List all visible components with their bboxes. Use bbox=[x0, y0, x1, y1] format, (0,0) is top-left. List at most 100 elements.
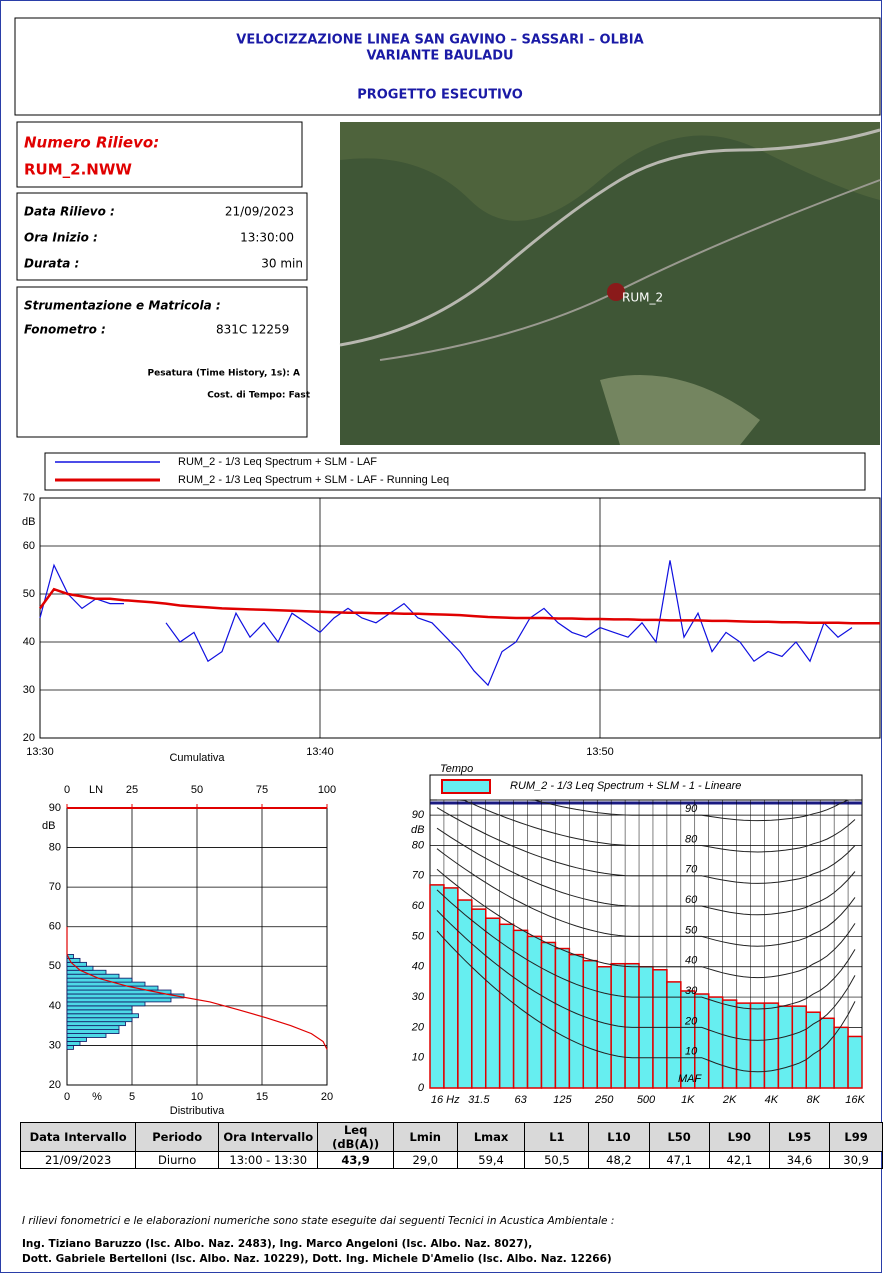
legend-label: RUM_2 - 1/3 Leq Spectrum + SLM - LAF - R… bbox=[178, 474, 449, 486]
bar bbox=[555, 949, 569, 1088]
contour-label: MAF bbox=[678, 1073, 703, 1085]
bar bbox=[625, 964, 639, 1088]
table-cell: 29,0 bbox=[393, 1152, 457, 1169]
map: RUM_2 bbox=[340, 122, 880, 445]
histogram-bar bbox=[67, 982, 145, 986]
bar bbox=[820, 1018, 834, 1088]
x2-tick-label: 75 bbox=[256, 784, 268, 796]
table-cell: Diurno bbox=[136, 1152, 219, 1169]
contour-label: 60 bbox=[685, 894, 698, 906]
contour-label: 10 bbox=[685, 1046, 698, 1058]
x2-axis-label: LN bbox=[89, 784, 103, 796]
x-tick-label: 63 bbox=[514, 1094, 527, 1106]
y-tick-label: 80 bbox=[412, 839, 425, 851]
weighting: Pesatura (Time History, 1s): A bbox=[148, 369, 301, 379]
histogram-bar bbox=[67, 1010, 132, 1014]
histogram-bar bbox=[67, 1030, 119, 1034]
y-tick-label: 40 bbox=[23, 636, 35, 648]
detail-value: 21/09/2023 bbox=[225, 205, 294, 219]
x-tick-label: 2K bbox=[722, 1094, 737, 1106]
summary-table: Data IntervalloPeriodoOra IntervalloLeq … bbox=[20, 1122, 883, 1169]
detail-value: 30 min bbox=[261, 257, 303, 271]
contour-label: 70 bbox=[685, 864, 698, 876]
x2-tick-label: 0 bbox=[64, 784, 70, 796]
histogram-bar bbox=[67, 1014, 139, 1018]
bar bbox=[737, 1003, 751, 1088]
contour-label: 90 bbox=[685, 803, 698, 815]
x-tick-label: 4K bbox=[765, 1094, 779, 1106]
detail-label: Ora Inizio : bbox=[24, 231, 98, 245]
x-tick-label: 250 bbox=[594, 1094, 614, 1106]
histogram-bar bbox=[67, 1034, 106, 1038]
y-tick-label: 20 bbox=[49, 1079, 61, 1091]
y-tick-label: 90 bbox=[49, 802, 61, 814]
instrument-label: Fonometro : bbox=[24, 323, 106, 337]
x-tick-label: 13:40 bbox=[306, 746, 334, 758]
y-tick-label: 60 bbox=[23, 540, 35, 552]
table-header: L10 bbox=[589, 1123, 649, 1152]
y-axis-label: dB bbox=[42, 820, 55, 832]
y-tick-label: 50 bbox=[49, 960, 61, 972]
title: VELOCIZZAZIONE LINEA SAN GAVINO – SASSAR… bbox=[236, 33, 643, 48]
bar bbox=[486, 918, 500, 1088]
x-tick-label: 13:50 bbox=[586, 746, 614, 758]
table-cell: 34,6 bbox=[769, 1152, 829, 1169]
table-cell: 21/09/2023 bbox=[21, 1152, 136, 1169]
bar bbox=[723, 1000, 737, 1088]
y-tick-label: 20 bbox=[411, 1021, 425, 1033]
x-axis-title: Distributiva bbox=[170, 1105, 225, 1117]
bar bbox=[709, 997, 723, 1088]
y-tick-label: 80 bbox=[49, 841, 61, 853]
y-tick-label: 30 bbox=[412, 991, 425, 1003]
x2-tick-label: 25 bbox=[126, 784, 138, 796]
time-constant: Cost. di Tempo: Fast bbox=[207, 391, 310, 401]
bar bbox=[764, 1003, 778, 1088]
contour-label: 20 bbox=[684, 1015, 698, 1027]
bar bbox=[458, 900, 472, 1088]
table-cell: 42,1 bbox=[709, 1152, 769, 1169]
id-label: Numero Rilievo: bbox=[24, 134, 159, 152]
x-tick-label: 0 bbox=[64, 1091, 70, 1103]
chart-title: Tempo bbox=[440, 763, 473, 775]
y-tick-label: 70 bbox=[412, 870, 425, 882]
bar bbox=[751, 1003, 765, 1088]
bar bbox=[444, 888, 458, 1088]
y-tick-label: 90 bbox=[412, 809, 425, 821]
table-header: Data Intervallo bbox=[21, 1123, 136, 1152]
histogram-bar bbox=[67, 1041, 80, 1045]
y-tick-label: 0 bbox=[418, 1082, 425, 1094]
histogram-bar bbox=[67, 1006, 132, 1010]
y-tick-label: 30 bbox=[49, 1039, 61, 1051]
y-axis-label: dB bbox=[22, 516, 35, 528]
table-cell: 47,1 bbox=[649, 1152, 709, 1169]
bar bbox=[569, 955, 583, 1088]
x-tick-label: 16K bbox=[845, 1094, 865, 1106]
table-header: Periodo bbox=[136, 1123, 219, 1152]
table-header: Lmax bbox=[457, 1123, 525, 1152]
y-axis-label: dB bbox=[411, 824, 424, 836]
x-tick-label: 31.5 bbox=[468, 1094, 490, 1106]
x2-tick-label: 50 bbox=[191, 784, 203, 796]
title: VARIANTE BAULADU bbox=[366, 49, 513, 64]
histogram-bar bbox=[67, 1045, 74, 1049]
x-unit: Hz bbox=[446, 1094, 460, 1106]
table-header: L95 bbox=[769, 1123, 829, 1152]
instrument-value: 831C 12259 bbox=[216, 323, 289, 337]
page: {"header":{"title_lines":["VELOCIZZAZION… bbox=[0, 0, 883, 1274]
y-tick-label: 30 bbox=[23, 684, 35, 696]
detail-label: Data Rilievo : bbox=[24, 205, 115, 219]
subtitle: PROGETTO ESECUTIVO bbox=[357, 88, 523, 103]
histogram-bar bbox=[67, 1038, 87, 1042]
y-tick-label: 60 bbox=[49, 921, 61, 933]
histogram-bar bbox=[67, 1018, 132, 1022]
detail-value: 13:30:00 bbox=[240, 231, 294, 245]
y-tick-label: 50 bbox=[23, 588, 35, 600]
y-tick-label: 20 bbox=[23, 732, 35, 744]
histogram-bar bbox=[67, 1022, 126, 1026]
y-tick-label: 60 bbox=[412, 900, 425, 912]
bar bbox=[472, 909, 486, 1088]
instruments-title: Strumentazione e Matricola : bbox=[24, 299, 221, 313]
contour-label: 80 bbox=[685, 833, 698, 845]
bar bbox=[848, 1036, 862, 1088]
